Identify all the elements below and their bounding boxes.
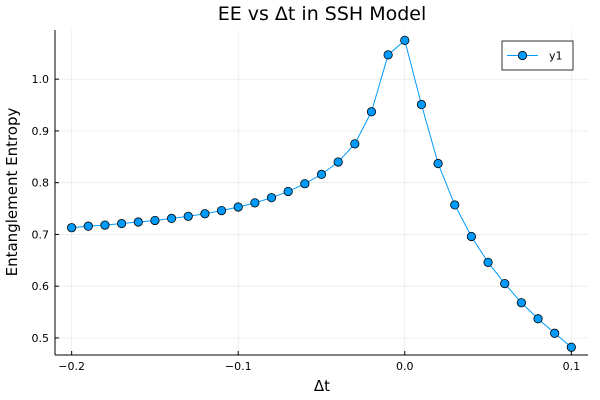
data-point [100, 220, 110, 230]
y-tick-label: 0.8 [32, 177, 50, 190]
data-point [350, 139, 360, 149]
data-point [383, 50, 393, 60]
x-tick-label: −0.2 [58, 360, 85, 373]
x-tick-label: 0.0 [396, 360, 414, 373]
data-point [67, 223, 77, 233]
data-point [200, 209, 210, 219]
series-line-y1 [71, 39, 572, 348]
y-tick-label: 1.0 [32, 73, 50, 86]
data-point [333, 157, 343, 167]
x-axis-label: Δt [314, 377, 330, 395]
data-point [216, 206, 227, 216]
data-point [233, 202, 243, 212]
data-point [283, 186, 293, 197]
data-point [266, 193, 277, 203]
legend-marker-y1 [517, 50, 528, 61]
data-point [117, 218, 127, 229]
data-point [366, 107, 377, 117]
grid [55, 30, 588, 355]
x-tick-label: −0.1 [225, 360, 252, 373]
axes [54, 30, 588, 356]
data-point [83, 221, 93, 231]
data-point [150, 215, 160, 226]
x-tick-label: 0.1 [563, 360, 581, 373]
data-point [500, 278, 510, 289]
data-point [550, 328, 560, 338]
y-axis-label: Entanglement Entropy [3, 108, 21, 277]
data-point [566, 342, 576, 352]
data-point [250, 198, 260, 208]
y-tick-label: 0.7 [32, 228, 50, 241]
data-point [133, 217, 143, 227]
data-point [416, 99, 427, 110]
y-tick-label: 0.5 [32, 332, 50, 345]
data-point [450, 200, 460, 210]
data-point [483, 257, 493, 267]
chart-title: EE vs Δt in SSH Model [218, 3, 427, 25]
data-point [516, 298, 526, 308]
legend: y1 [501, 40, 574, 71]
data-point [300, 179, 310, 189]
data-point [166, 213, 177, 223]
data-point [466, 231, 477, 242]
data-point [316, 169, 327, 179]
data-point [533, 314, 543, 324]
series [67, 35, 576, 352]
data-point [433, 158, 443, 169]
legend-label-y1: y1 [549, 50, 563, 63]
data-point [183, 211, 193, 221]
y-tick-label: 0.6 [32, 280, 50, 293]
data-point [400, 35, 410, 45]
ticks: −0.2 −0.1 0.0 0.1 0.5 0.6 0.7 0.8 0.9 1.0 [32, 73, 581, 373]
y-tick-label: 0.9 [32, 125, 50, 138]
